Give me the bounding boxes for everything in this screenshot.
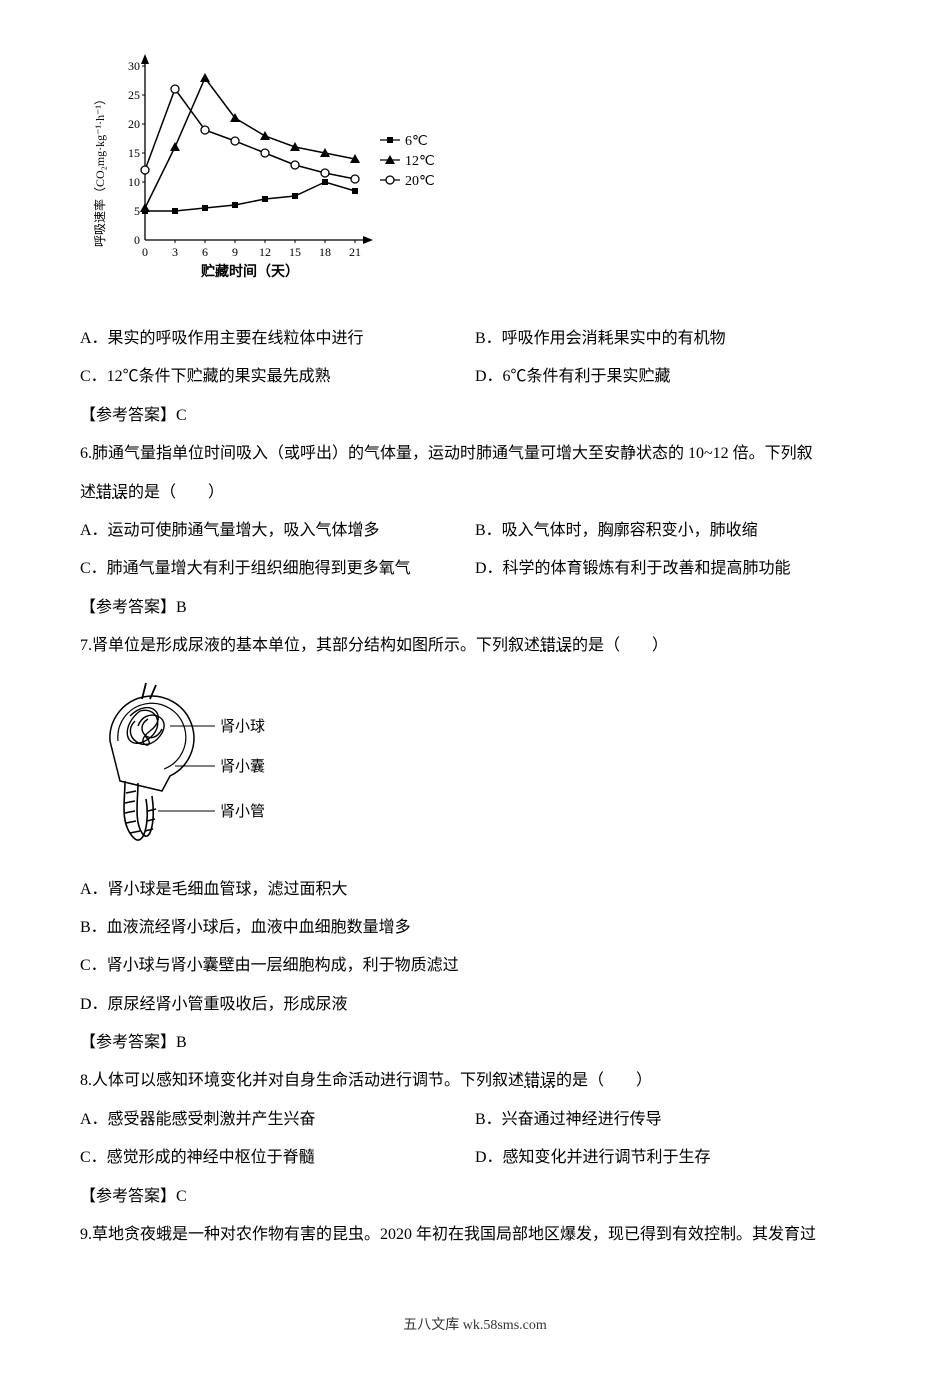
q8-stem: 8.人体可以感知环境变化并对自身生命活动进行调节。下列叙述错误的是（ ） [80, 1062, 870, 1100]
q8-answer: 【参考答案】C [80, 1178, 870, 1216]
q6-stem-line2: 述错误的是（ ） [80, 474, 870, 512]
svg-text:5: 5 [134, 204, 140, 218]
q8-opt-c: C．感觉形成的神经中枢位于脊髓 [80, 1139, 475, 1177]
svg-text:15: 15 [289, 245, 301, 259]
q6-stem-pre: 述 [80, 484, 96, 501]
q6-answer: 【参考答案】B [80, 589, 870, 627]
svg-text:20: 20 [128, 117, 140, 131]
q9-stem: 9.草地贪夜蛾是一种对农作物有害的昆虫。2020 年初在我国局部地区爆发，现已得… [80, 1216, 870, 1254]
series-6c [142, 179, 358, 214]
svg-text:25: 25 [128, 88, 140, 102]
glomerulus [127, 707, 164, 744]
q5-opt-d: D．6℃条件有利于果实贮藏 [475, 358, 870, 396]
chart-ylabel: 呼吸速率（CO₂mg·kg⁻¹·h⁻¹） [92, 93, 107, 247]
q7-opt-b: B．血液流经肾小球后，血液中血细胞数量增多 [80, 909, 870, 947]
chart-yticks: 0 5 10 15 20 25 30 [128, 59, 145, 247]
q5-options: A．果实的呼吸作用主要在线粒体中进行 B．呼吸作用会消耗果实中的有机物 C．12… [80, 320, 870, 397]
page: 呼吸速率（CO₂mg·kg⁻¹·h⁻¹） 0 5 10 15 20 25 [0, 0, 950, 1374]
q8-error-word: 错误 [524, 1072, 556, 1089]
svg-text:6℃: 6℃ [405, 134, 428, 149]
q6-opt-a: A．运动可使肺通气量增大，吸入气体增多 [80, 512, 475, 550]
svg-text:12: 12 [259, 245, 271, 259]
chart-svg: 呼吸速率（CO₂mg·kg⁻¹·h⁻¹） 0 5 10 15 20 25 [90, 40, 450, 290]
q8-opt-b: B．兴奋通过神经进行传导 [475, 1101, 870, 1139]
chart-xticks: 0 3 6 9 12 15 18 21 [142, 240, 361, 259]
nephron-svg: 肾小球 肾小囊 肾小管 [90, 681, 310, 851]
q8-stem-pre: 8.人体可以感知环境变化并对自身生命活动进行调节。下列叙述 [80, 1072, 524, 1089]
q6-stem-post: 的是（ ） [128, 484, 224, 501]
svg-text:18: 18 [319, 245, 331, 259]
svg-text:12℃: 12℃ [405, 154, 435, 169]
q6-error-word: 错误 [96, 484, 128, 501]
q6-opt-b: B．吸入气体时，胸廓容积变小，肺收缩 [475, 512, 870, 550]
svg-text:10: 10 [128, 175, 140, 189]
q6-opt-c: C．肺通气量增大有利于组织细胞得到更多氧气 [80, 550, 475, 588]
q7-opt-d: D．原尿经肾小管重吸收后，形成尿液 [80, 986, 870, 1024]
q8-opt-a: A．感受器能感受刺激并产生兴奋 [80, 1101, 475, 1139]
svg-text:9: 9 [232, 245, 238, 259]
q5-answer: 【参考答案】C [80, 397, 870, 435]
q8-opt-d: D．感知变化并进行调节利于生存 [475, 1139, 870, 1177]
svg-text:20℃: 20℃ [405, 174, 435, 189]
q7-opt-a: A．肾小球是毛细血管球，滤过面积大 [80, 871, 870, 909]
q6-opt-d: D．科学的体育锻炼有利于改善和提高肺功能 [475, 550, 870, 588]
label-glomerulus: 肾小球 [220, 718, 265, 735]
svg-text:0: 0 [142, 245, 148, 259]
svg-text:6: 6 [202, 245, 208, 259]
svg-text:21: 21 [349, 245, 361, 259]
q5-opt-b: B．呼吸作用会消耗果实中的有机物 [475, 320, 870, 358]
label-tubule: 肾小管 [220, 803, 265, 820]
q7-stem-post: 的是（ ） [572, 637, 668, 654]
q8-stem-post: 的是（ ） [556, 1072, 652, 1089]
nephron-diagram: 肾小球 肾小囊 肾小管 [90, 681, 870, 856]
q7-stem-pre: 7.肾单位是形成尿液的基本单位，其部分结构如图所示。下列叙述 [80, 637, 540, 654]
q7-options: A．肾小球是毛细血管球，滤过面积大 B．血液流经肾小球后，血液中血细胞数量增多 … [80, 871, 870, 1025]
q8-options: A．感受器能感受刺激并产生兴奋 B．兴奋通过神经进行传导 C．感觉形成的神经中枢… [80, 1101, 870, 1178]
svg-text:30: 30 [128, 59, 140, 73]
series-20c [141, 85, 359, 183]
page-footer: 五八文库 wk.58sms.com [80, 1314, 870, 1334]
svg-text:0: 0 [134, 233, 140, 247]
tubule [124, 781, 156, 840]
q5-opt-a: A．果实的呼吸作用主要在线粒体中进行 [80, 320, 475, 358]
label-capsule: 肾小囊 [220, 758, 265, 775]
q7-opt-c: C．肾小球与肾小囊壁由一层细胞构成，利于物质滤过 [80, 947, 870, 985]
chart-legend: 6℃ 12℃ 20℃ [380, 134, 435, 189]
q5-opt-c: C．12℃条件下贮藏的果实最先成熟 [80, 358, 475, 396]
respiration-chart: 呼吸速率（CO₂mg·kg⁻¹·h⁻¹） 0 5 10 15 20 25 [90, 40, 870, 295]
svg-text:15: 15 [128, 146, 140, 160]
q7-stem: 7.肾单位是形成尿液的基本单位，其部分结构如图所示。下列叙述错误的是（ ） [80, 627, 870, 665]
svg-text:3: 3 [172, 245, 178, 259]
q7-error-word: 错误 [540, 637, 572, 654]
chart-xlabel: 贮藏时间（天） [200, 263, 299, 280]
q6-stem-line1: 6.肺通气量指单位时间吸入（或呼出）的气体量，运动时肺通气量可增大至安静状态的 … [80, 435, 870, 473]
q7-answer: 【参考答案】B [80, 1024, 870, 1062]
q6-options: A．运动可使肺通气量增大，吸入气体增多 B．吸入气体时，胸廓容积变小，肺收缩 C… [80, 512, 870, 589]
